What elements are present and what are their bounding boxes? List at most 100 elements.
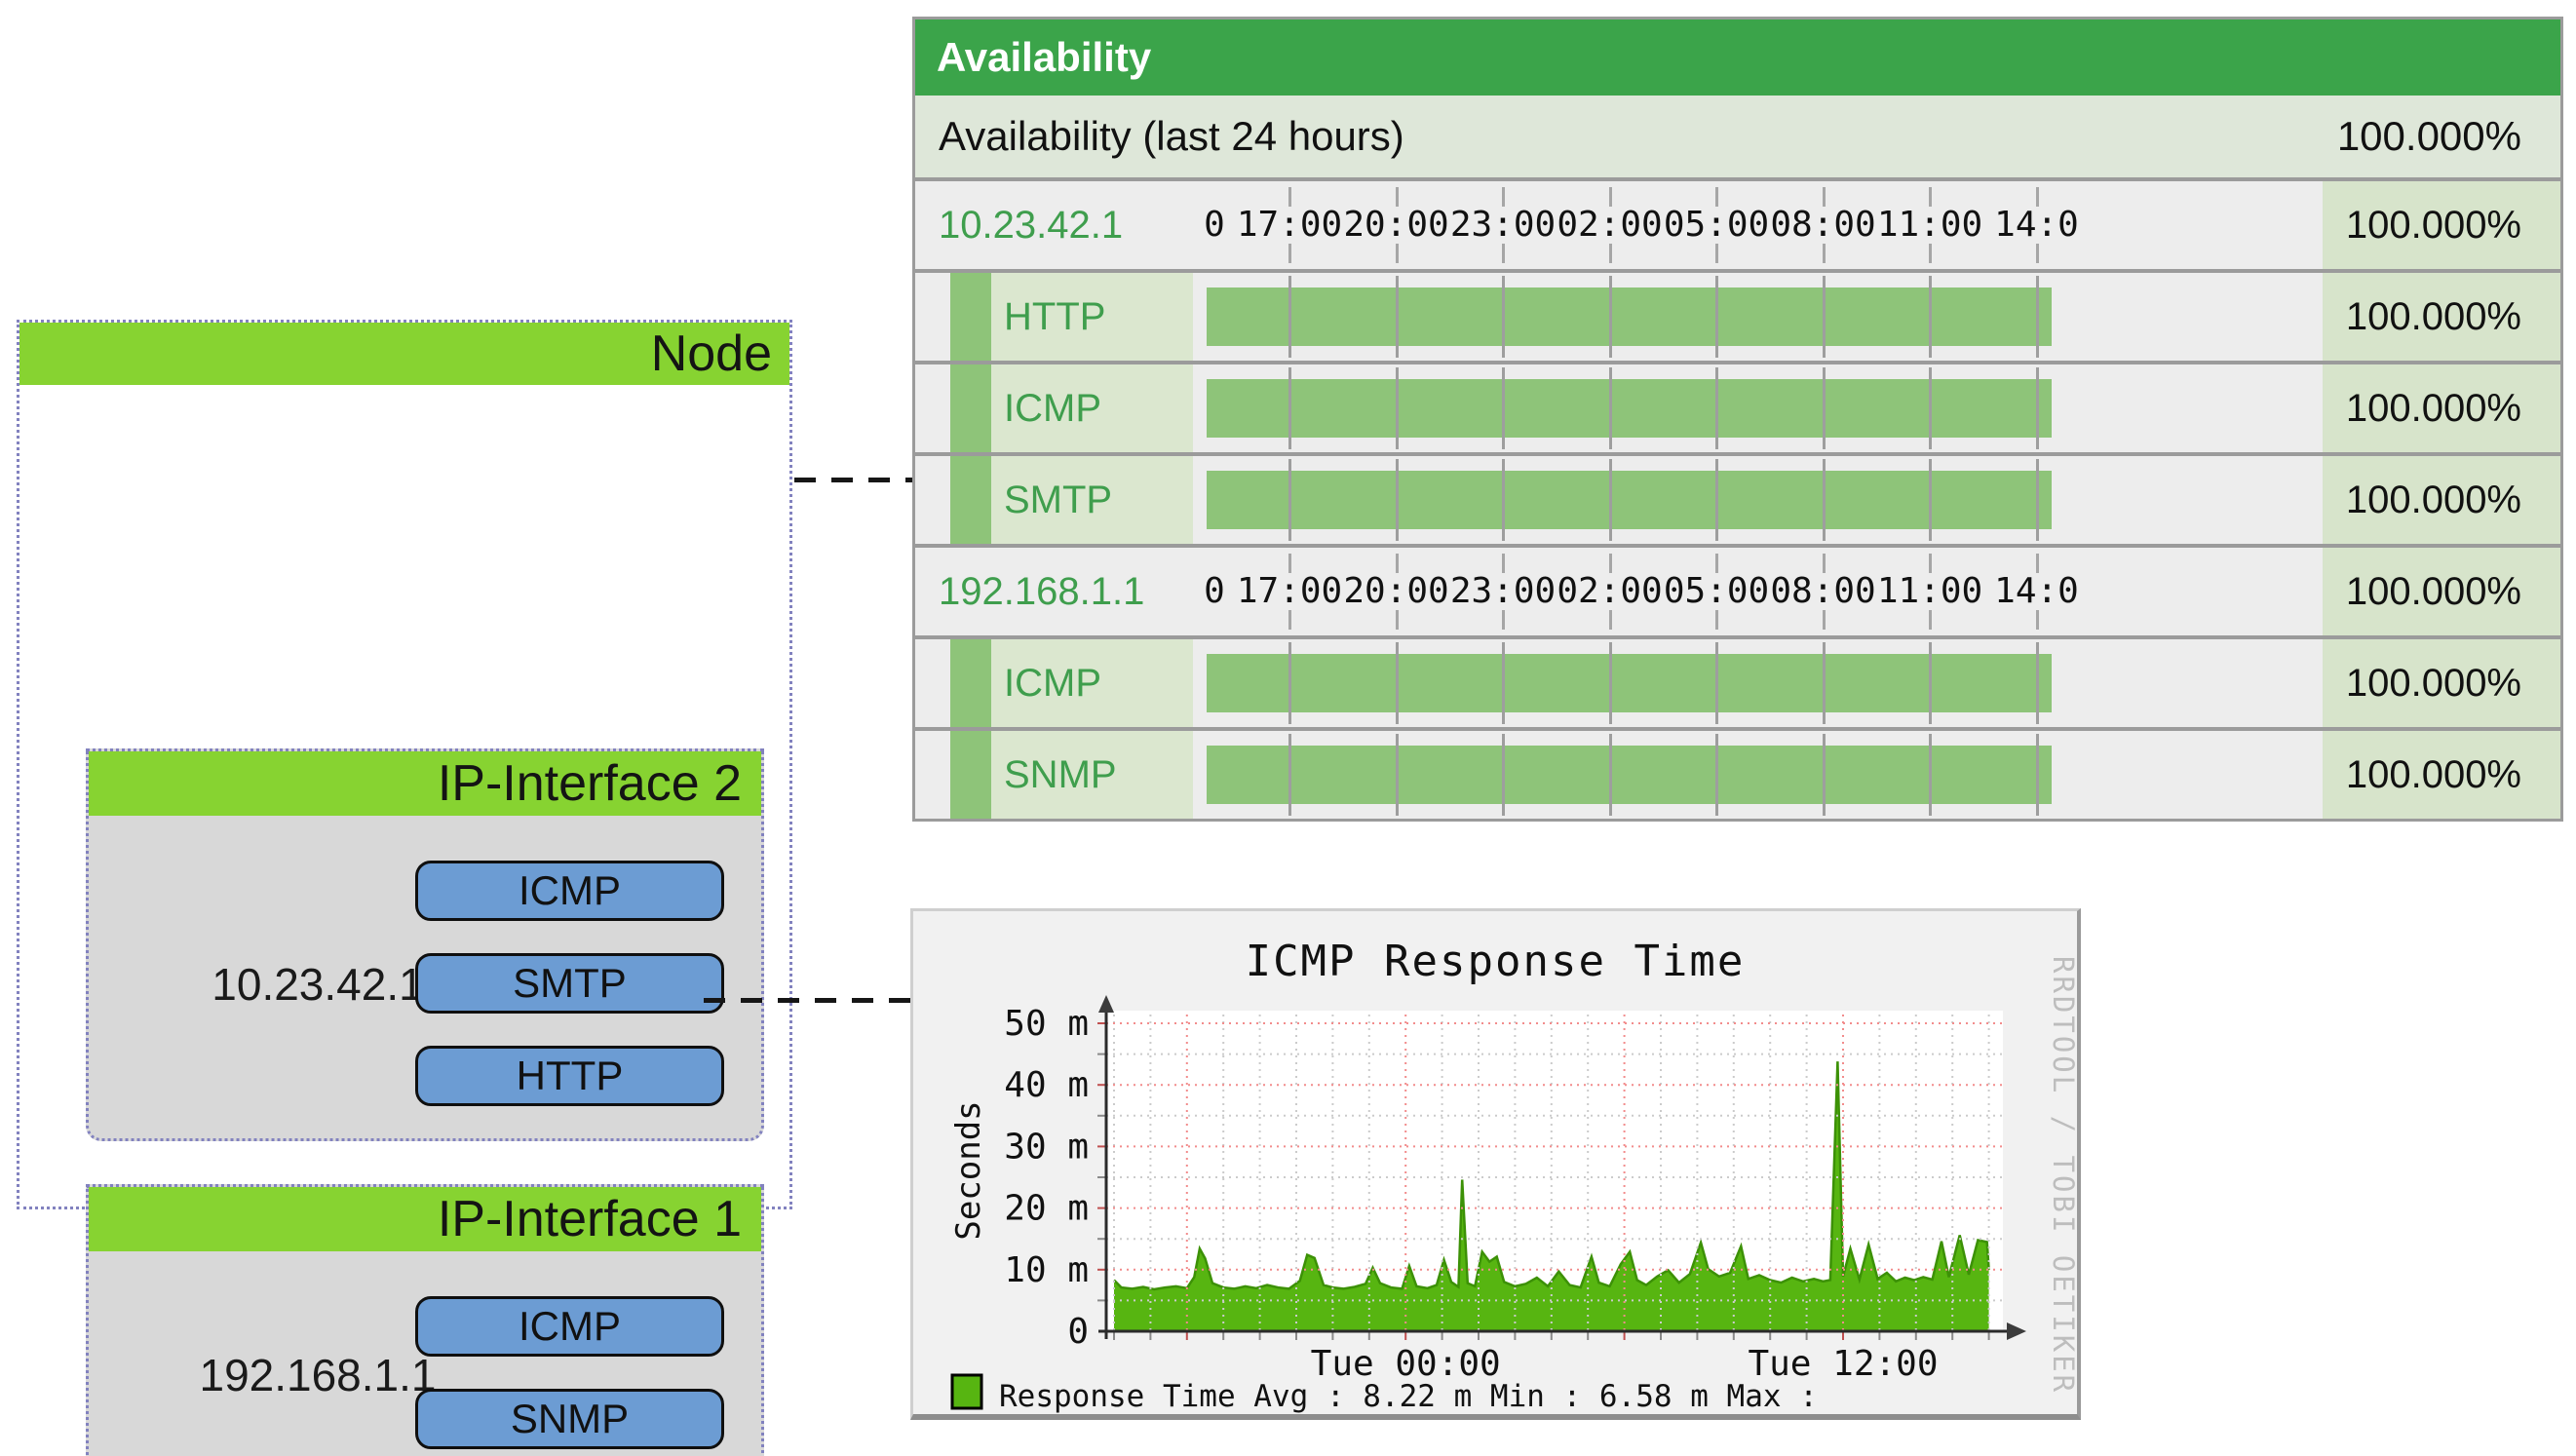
time-axis-label: 02:00 [1557,205,1663,245]
bar-gridline [2035,276,2039,358]
availability-percent: 100.000% [2323,181,2560,269]
bar-gridline [2035,642,2039,724]
availability-percent: 100.000% [2323,639,2560,727]
time-tick [1929,554,1932,573]
availability-bar [1207,287,2052,346]
time-axis-label: 23:00 [1449,205,1557,245]
time-tick [1288,610,1291,630]
time-tick [1715,244,1718,263]
node-header: Node [19,323,789,385]
x-tick-label: Tue 12:00 [1748,1344,1938,1384]
bar-gridline [1929,734,1932,816]
service-name-cell: HTTP [991,273,1193,361]
time-tick [1502,554,1505,573]
service-indent-strip [950,364,991,452]
time-tick [2035,610,2039,630]
service-name[interactable]: SMTP [1004,479,1113,521]
time-axis-label: 0 [1204,571,1225,611]
time-tick [1608,610,1612,630]
service-name[interactable]: ICMP [1004,387,1101,430]
service-name-cell: ICMP [991,364,1193,452]
ip-interface-1-address: 192.168.1.1 [199,1350,437,1400]
availability-table-header: Availability [915,19,2560,96]
time-axis-label: 08:00 [1770,205,1876,245]
bar-gridline [1502,734,1505,816]
bar-gridline [1502,276,1505,358]
time-axis-label: 14:0 [1994,571,2079,611]
availability-bar [1207,654,2052,712]
service-button-icmp[interactable]: ICMP [415,1296,724,1357]
availability-bar [1207,471,2052,529]
service-button-smtp[interactable]: SMTP [415,953,724,1014]
availability-percent: 100.000% [2323,364,2560,452]
availability-percent: 100.000% [2323,731,2560,819]
y-tick-label: 40 m [1004,1065,1089,1105]
bar-gridline [2035,734,2039,816]
time-axis-label: 23:00 [1449,571,1557,611]
availability-percent: 100.000% [2323,273,2560,361]
service-name[interactable]: SNMP [1004,753,1117,796]
service-row-smtp: SMTP 100.000% [915,452,2560,544]
time-tick [1502,610,1505,630]
time-axis-label: 05:00 [1663,205,1770,245]
bar-gridline [2035,367,2039,449]
bar-gridline [1395,459,1399,541]
availability-bar [1207,379,2052,438]
bar-gridline [1288,642,1291,724]
y-axis-title: Seconds [949,1100,988,1240]
connector-icmp-to-graph [704,998,910,1003]
x-tick-label: Tue 00:00 [1311,1344,1501,1384]
time-tick [1288,187,1291,207]
service-name[interactable]: HTTP [1004,295,1106,338]
bar-gridline [1822,276,1826,358]
time-tick [1288,554,1291,573]
availability-table: Availability Availability (last 24 hours… [912,17,2563,822]
service-name[interactable]: ICMP [1004,662,1101,705]
response-time-line [1113,1061,1990,1291]
service-indent-strip [950,731,991,819]
x-axis-arrow-icon [2007,1322,2026,1340]
bar-gridline [1822,367,1826,449]
bar-gridline [1608,276,1612,358]
time-tick [1822,244,1826,263]
time-axis-label: 11:00 [1876,571,1983,611]
time-axis-label: 08:00 [1770,571,1876,611]
legend-swatch-icon [950,1373,983,1410]
interface-link[interactable]: 10.23.42.1 [939,204,1124,247]
time-axis-label: 11:00 [1876,205,1983,245]
interface-link[interactable]: 192.168.1.1 [939,570,1145,613]
service-button-icmp[interactable]: ICMP [415,861,724,921]
time-tick [1395,187,1399,207]
service-row-http: HTTP 100.000% [915,269,2560,361]
bar-gridline [1715,276,1718,358]
connector-interface2-to-table [794,478,912,482]
time-tick [1715,554,1718,573]
time-axis-label: 05:00 [1663,571,1770,611]
service-indent-strip [950,273,991,361]
service-indent-strip [950,639,991,727]
time-tick [1715,187,1718,207]
service-button-http[interactable]: HTTP [415,1046,724,1106]
service-row-icmp: ICMP 100.000% [915,635,2560,727]
availability-summary-label: Availability (last 24 hours) [939,113,1404,159]
bar-gridline [1822,734,1826,816]
chart-title: ICMP Response Time [1246,937,1746,986]
ip-interface-1-title: IP-Interface 1 [437,1191,742,1247]
time-axis-label: 14:0 [1994,205,2079,245]
bar-gridline [1395,367,1399,449]
y-tick-label: 10 m [1004,1250,1089,1290]
ip-interface-2-address: 10.23.42.1 [211,959,424,1010]
bar-gridline [1929,367,1932,449]
rrdtool-watermark: RRDTOOL / TOBI OETIKER [2047,956,2080,1395]
interface-row-10.23.42.1: 10.23.42.1 0 17:00 20:00 23:00 02:00 05:00 08:0… [915,177,2560,269]
time-tick [1929,187,1932,207]
icmp-response-time-graph: ICMP Response Time 50 m 40 m 30 m 20 m 10 m 0 T… [910,908,2081,1420]
service-indent-strip [950,456,991,544]
node-title: Node [650,326,772,382]
y-tick-label: 30 m [1004,1127,1089,1167]
time-tick [2035,187,2039,207]
bar-gridline [1608,642,1612,724]
service-button-snmp[interactable]: SNMP [415,1389,724,1449]
bar-gridline [1715,734,1718,816]
time-axis-label: 20:00 [1343,205,1449,245]
